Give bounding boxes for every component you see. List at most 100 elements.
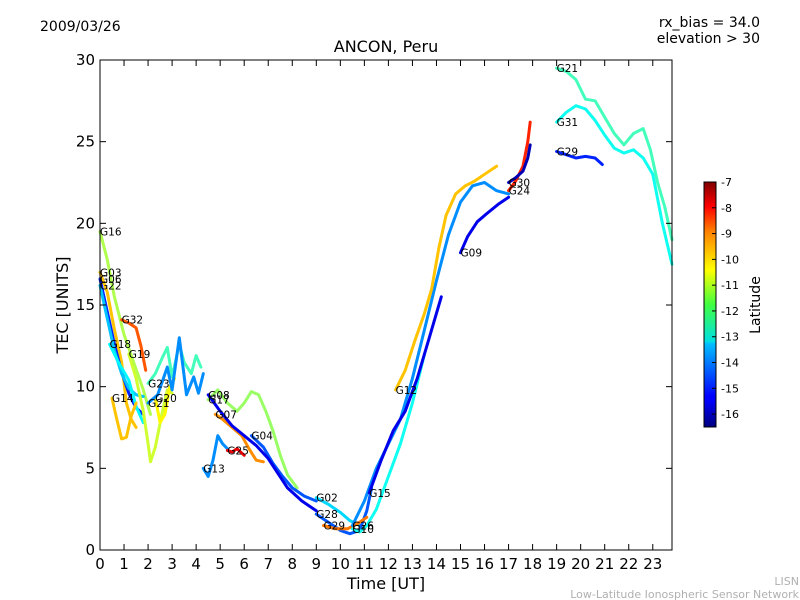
x-tick-label: 7 [263,555,273,573]
series-line-g21-27 [555,66,674,242]
x-tick-label: 10 [331,555,350,573]
series-line-g30-26 [507,143,532,184]
series-label-g09-24: G09 [461,248,483,260]
x-tick-label: 18 [523,555,542,573]
colorbar-tick-label: -14 [721,357,739,370]
series-line-g19-6 [127,352,174,464]
series-label-g22-3: G22 [100,280,122,292]
x-tick-label: 22 [619,555,638,573]
series-line-g31-29 [555,104,674,266]
series-line-g15-22 [367,295,443,495]
colorbar-label: Latitude [748,276,764,334]
series-label-g30-26: G30 [509,178,530,190]
colorbar-tick-label: -15 [721,382,739,395]
x-tick-label: 16 [475,555,494,573]
series-label-g21-27: G21 [557,63,579,75]
series-label-g18-5: G18 [110,339,132,351]
series-line-g16-0 [98,230,152,416]
colorbar-tick-label: -16 [721,408,739,421]
series-line-g25-12 [225,447,246,457]
y-tick-label: 25 [76,133,95,151]
series-label-g14-7: G14 [112,393,134,405]
series-label-g29-28: G29 [557,147,579,159]
series-label-g03-1: G03 [100,267,122,279]
colorbar-tick-label: -9 [721,228,732,241]
footer-lisn: LISN [774,575,799,588]
series-label-g31-29: G31 [557,117,579,129]
series-label-g08-16: G08 [208,390,230,402]
series-line-g12-23 [394,164,499,392]
series-label-g20-8: G20 [155,393,177,405]
x-axis-ticks: 0 1 2 3 4 5 6 7 8 9 10 11 12 13 14 15 16 17 18 19 20 21 22 23 [95,60,662,573]
x-tick-label: 9 [312,555,322,573]
series-line-g32-4 [120,318,148,372]
y-tick-label: 15 [76,296,95,314]
rx-bias-label: rx_bias = 34.0 [659,15,760,31]
y-tick-label: 10 [76,378,95,396]
y-tick-label: 30 [76,51,95,69]
x-tick-label: 21 [595,555,614,573]
x-tick-label: 15 [451,555,470,573]
series-label-g13-11: G13 [203,463,225,475]
y-tick-label: 5 [85,459,95,477]
x-tick-label: 12 [379,555,398,573]
series-label-g02-17: G02 [316,493,338,505]
x-tick-label: 20 [571,555,590,573]
series-label-g21-10: G21 [148,398,170,410]
colorbar-tick-label: -8 [721,202,732,215]
x-tick-label: 1 [119,555,129,573]
series-label-g16-0: G16 [100,227,122,239]
series-label-g23-9: G23 [148,378,170,390]
series-label-g17-14: G17 [208,395,230,407]
x-tick-label: 6 [239,555,249,573]
x-tick-label: 19 [547,555,566,573]
series-label-g04-15: G04 [251,431,273,443]
y-tick-label: 20 [76,214,95,232]
elevation-label: elevation > 30 [657,31,760,47]
date-label: 2009/03/26 [40,19,121,35]
series-line-g29-19 [322,515,369,531]
series-label-g25-12: G25 [227,445,249,457]
series-label-g26-21: G26 [352,521,374,533]
series-line-g07-13 [213,412,265,464]
x-tick-label: 11 [355,555,374,573]
x-axis-label: Time [UT] [346,574,425,593]
y-axis-label: TEC [UNITS] [53,257,72,355]
series-line-g10-20 [350,352,426,534]
x-tick-label: 0 [95,555,105,573]
x-tick-label: 4 [191,555,201,573]
series-label-g15-22: G15 [369,488,391,500]
series-line-g17-14 [206,388,299,490]
series-line-g04-15 [249,434,318,503]
colorbar-tick-label: -7 [721,176,732,189]
series-line-g24-25 [507,120,532,193]
colorbar-ticks: -7 -8 -9 -10 -11 -12 -13 -14 -15 -16 [712,176,739,421]
colorbar-tick-label: -12 [721,305,739,318]
plot-frame [99,59,673,551]
chart-title: ANCON, Peru [334,37,438,56]
colorbar-tick-label: -10 [721,253,739,266]
series-line-g08-16 [206,393,318,513]
x-tick-label: 17 [499,555,518,573]
series-line-g09-24 [459,195,511,255]
series-line-g29-28 [555,150,604,166]
series-label-g24-25: G24 [509,186,531,198]
colorbar-tick-label: -11 [721,279,739,292]
x-tick-label: 23 [643,555,662,573]
x-tick-label: 13 [403,555,422,573]
series-label-g28-18: G28 [316,509,338,521]
series-line-g21-10 [146,336,205,405]
series-line-g28-18 [314,486,374,536]
series-line-g13-11 [201,434,229,478]
series-label-g29-19: G29 [324,521,346,533]
series-line-g22-3 [98,283,145,398]
y-tick-label: 0 [85,541,95,559]
series-label-g32-4: G32 [122,315,144,327]
x-tick-label: 2 [143,555,153,573]
y-axis-ticks: 0 5 10 15 20 25 30 [76,51,672,559]
footer-network: Low-Latitude Ionospheric Sensor Network [570,588,799,600]
series-label-g12-23: G12 [396,385,418,397]
colorbar-tick-label: -13 [721,331,739,344]
